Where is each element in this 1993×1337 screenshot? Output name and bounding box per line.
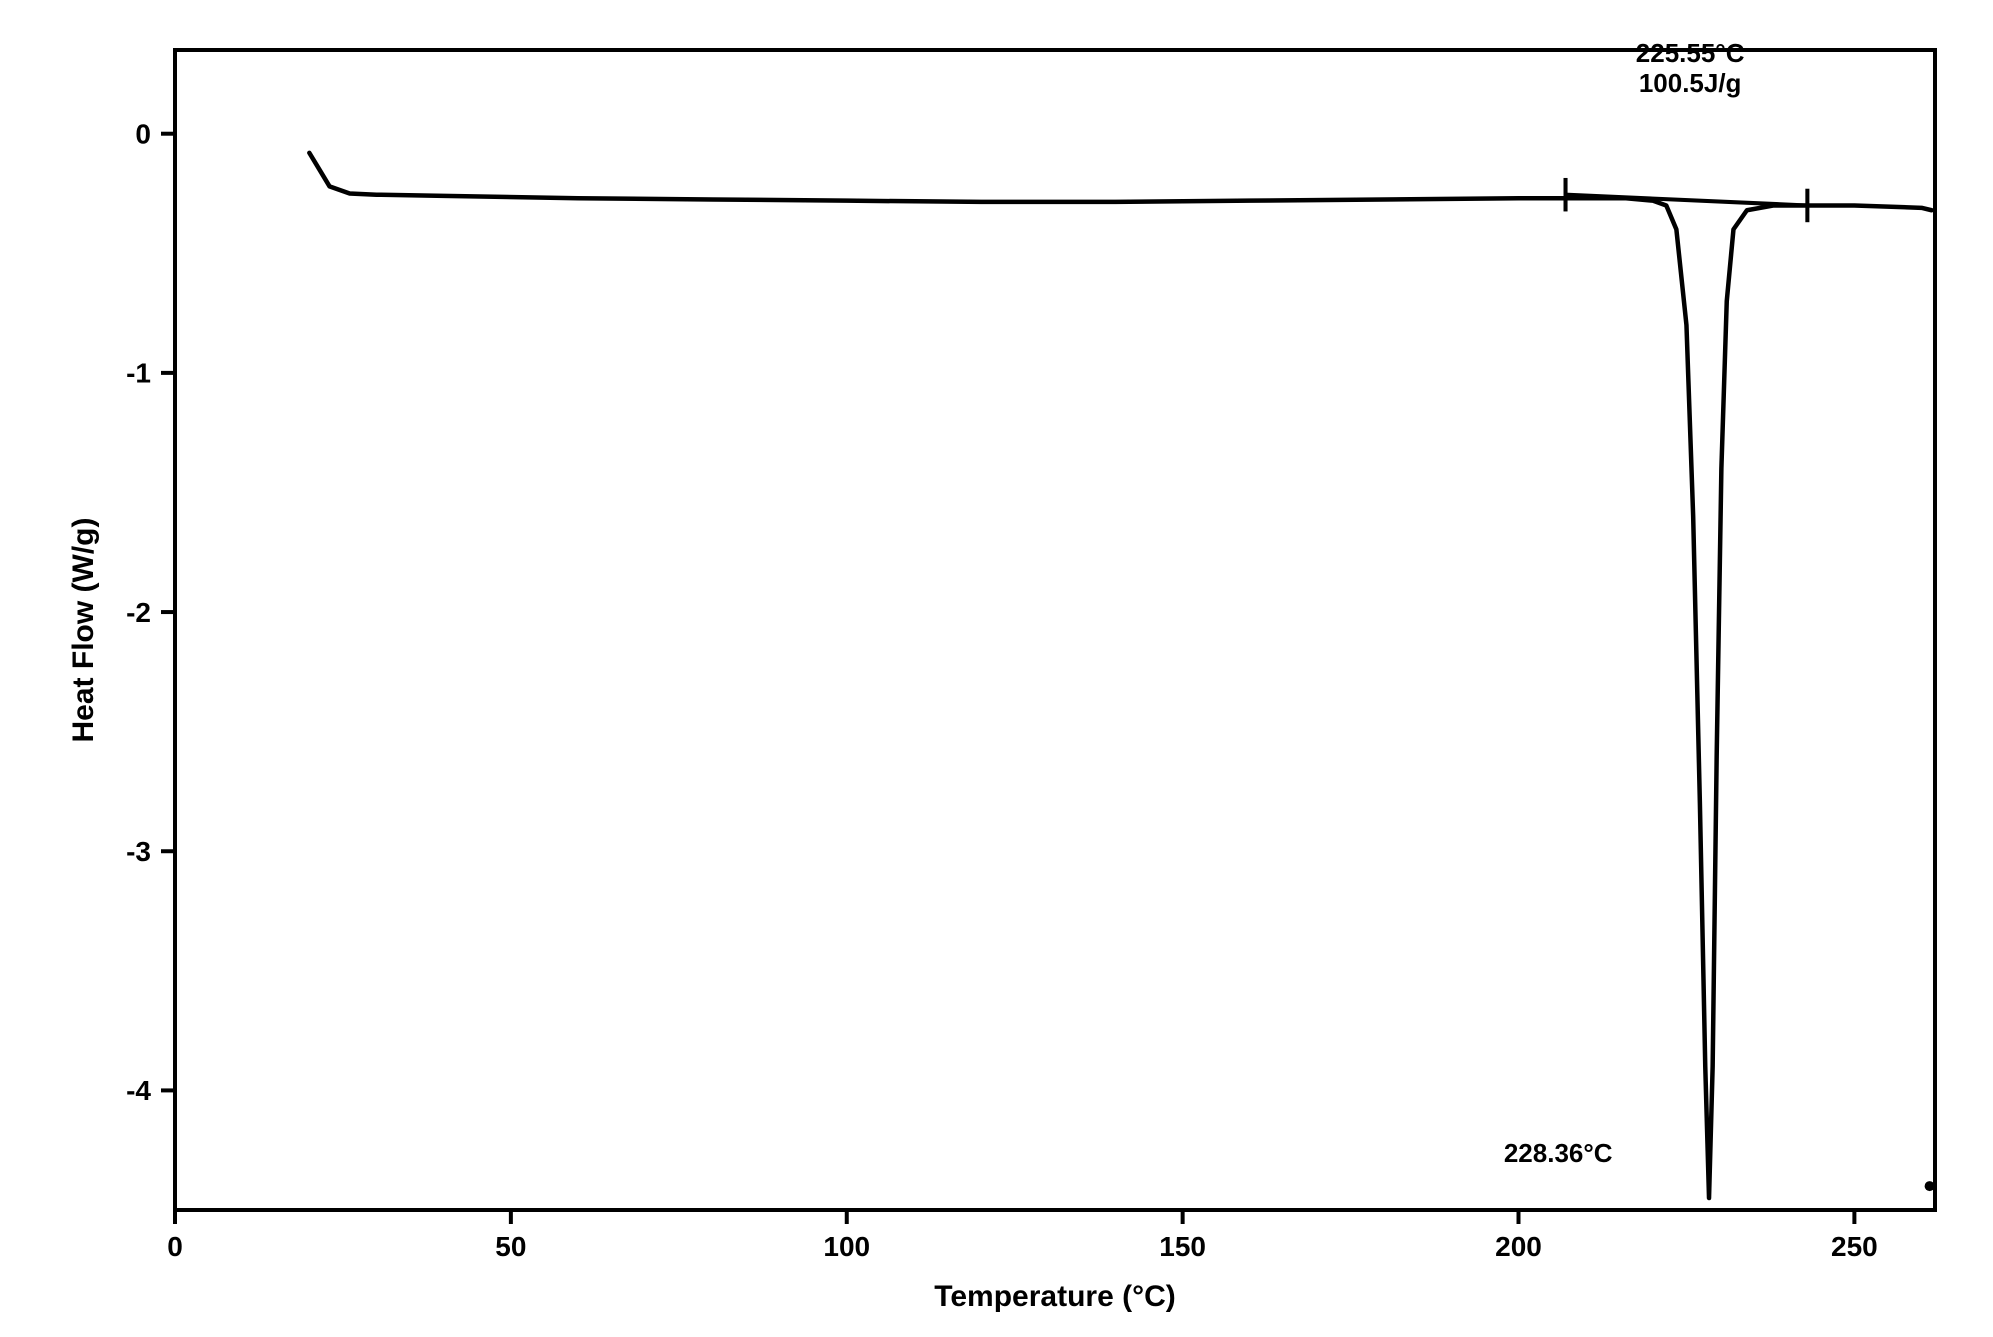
x-tick-label: 100 (823, 1231, 870, 1262)
x-tick-label: 250 (1831, 1231, 1878, 1262)
x-axis-label: Temperature (°C) (934, 1280, 1175, 1313)
annotation-onset-temp: 225.55°C (1636, 38, 1745, 68)
x-tick-label: 50 (495, 1231, 526, 1262)
y-tick-label: -1 (126, 358, 151, 389)
chart-svg: 0 50 100 150 200 250 -4 -3 -2 -1 0 Temperature (°C)… (0, 0, 1993, 1337)
x-tick-label: 200 (1495, 1231, 1542, 1262)
dsc-curve (309, 153, 1931, 1198)
y-tick-label: -3 (126, 836, 151, 867)
y-axis-label: Heat Flow (W/g) (67, 518, 100, 743)
annotation-peak-temp: 228.36°C (1504, 1138, 1613, 1168)
plot-border (175, 50, 1935, 1210)
y-tick-label: -4 (126, 1075, 151, 1106)
x-tick-label: 150 (1159, 1231, 1206, 1262)
y-tick-label: -2 (126, 597, 151, 628)
end-marker (1925, 1181, 1935, 1191)
dsc-thermogram-chart: 0 50 100 150 200 250 -4 -3 -2 -1 0 Temperature (°C)… (0, 0, 1993, 1337)
y-tick-label: 0 (135, 119, 151, 150)
annotation-enthalpy: 100.5J/g (1639, 68, 1742, 98)
x-tick-label: 0 (167, 1231, 183, 1262)
